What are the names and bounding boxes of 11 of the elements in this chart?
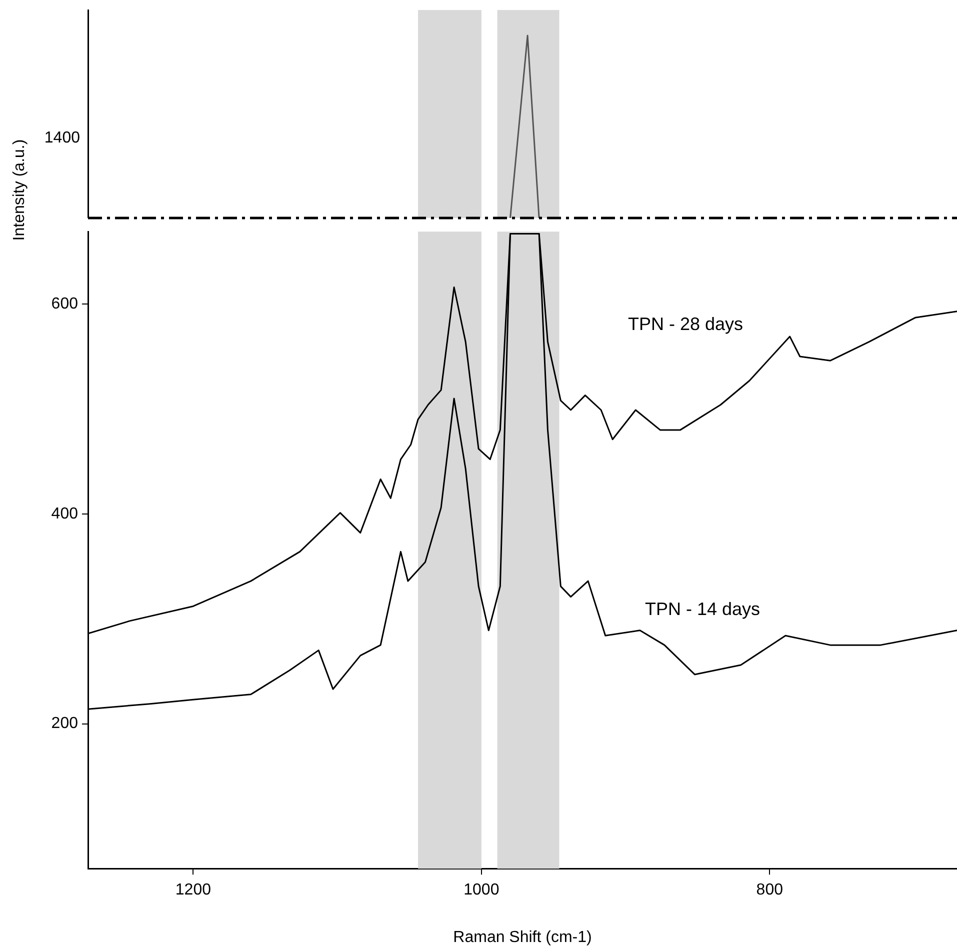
x-tick-label: 1000 [464,882,500,899]
annotation: TPN - 28 days [628,314,744,334]
y-tick-label: 200 [51,715,78,732]
text: 1400 [44,129,80,146]
x-tick-label: 800 [756,882,784,899]
annotation: TPN - 14 days [645,598,760,619]
y-tick-label: 400 [51,505,78,522]
y-axis-title: Intensity (a.u.) [11,139,29,241]
y-tick-label: 600 [51,295,78,312]
x-axis-title: Raman Shift (cm-1) [453,928,592,946]
x-tick-label: 1200 [175,882,212,899]
